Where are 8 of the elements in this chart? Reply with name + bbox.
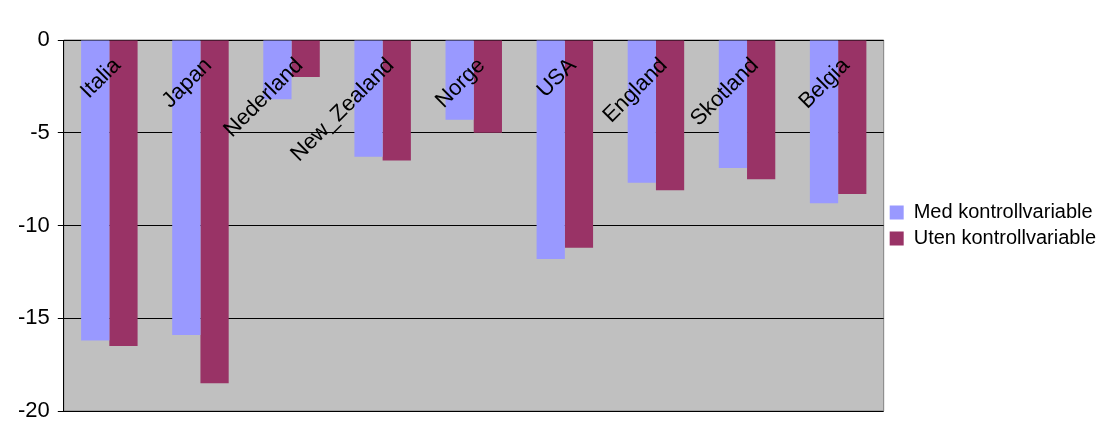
y-tick-label: -15 <box>18 304 50 330</box>
x-tick-label: USA <box>530 51 581 102</box>
y-tick-label: -10 <box>18 211 50 237</box>
y-tick-label: 0 <box>37 26 50 52</box>
y-tick-label: -20 <box>18 397 50 423</box>
legend-label: Med kontrollvariable <box>913 200 1093 223</box>
y-tick-label: -5 <box>30 118 50 144</box>
legend-label: Uten kontrollvariable <box>913 226 1097 249</box>
